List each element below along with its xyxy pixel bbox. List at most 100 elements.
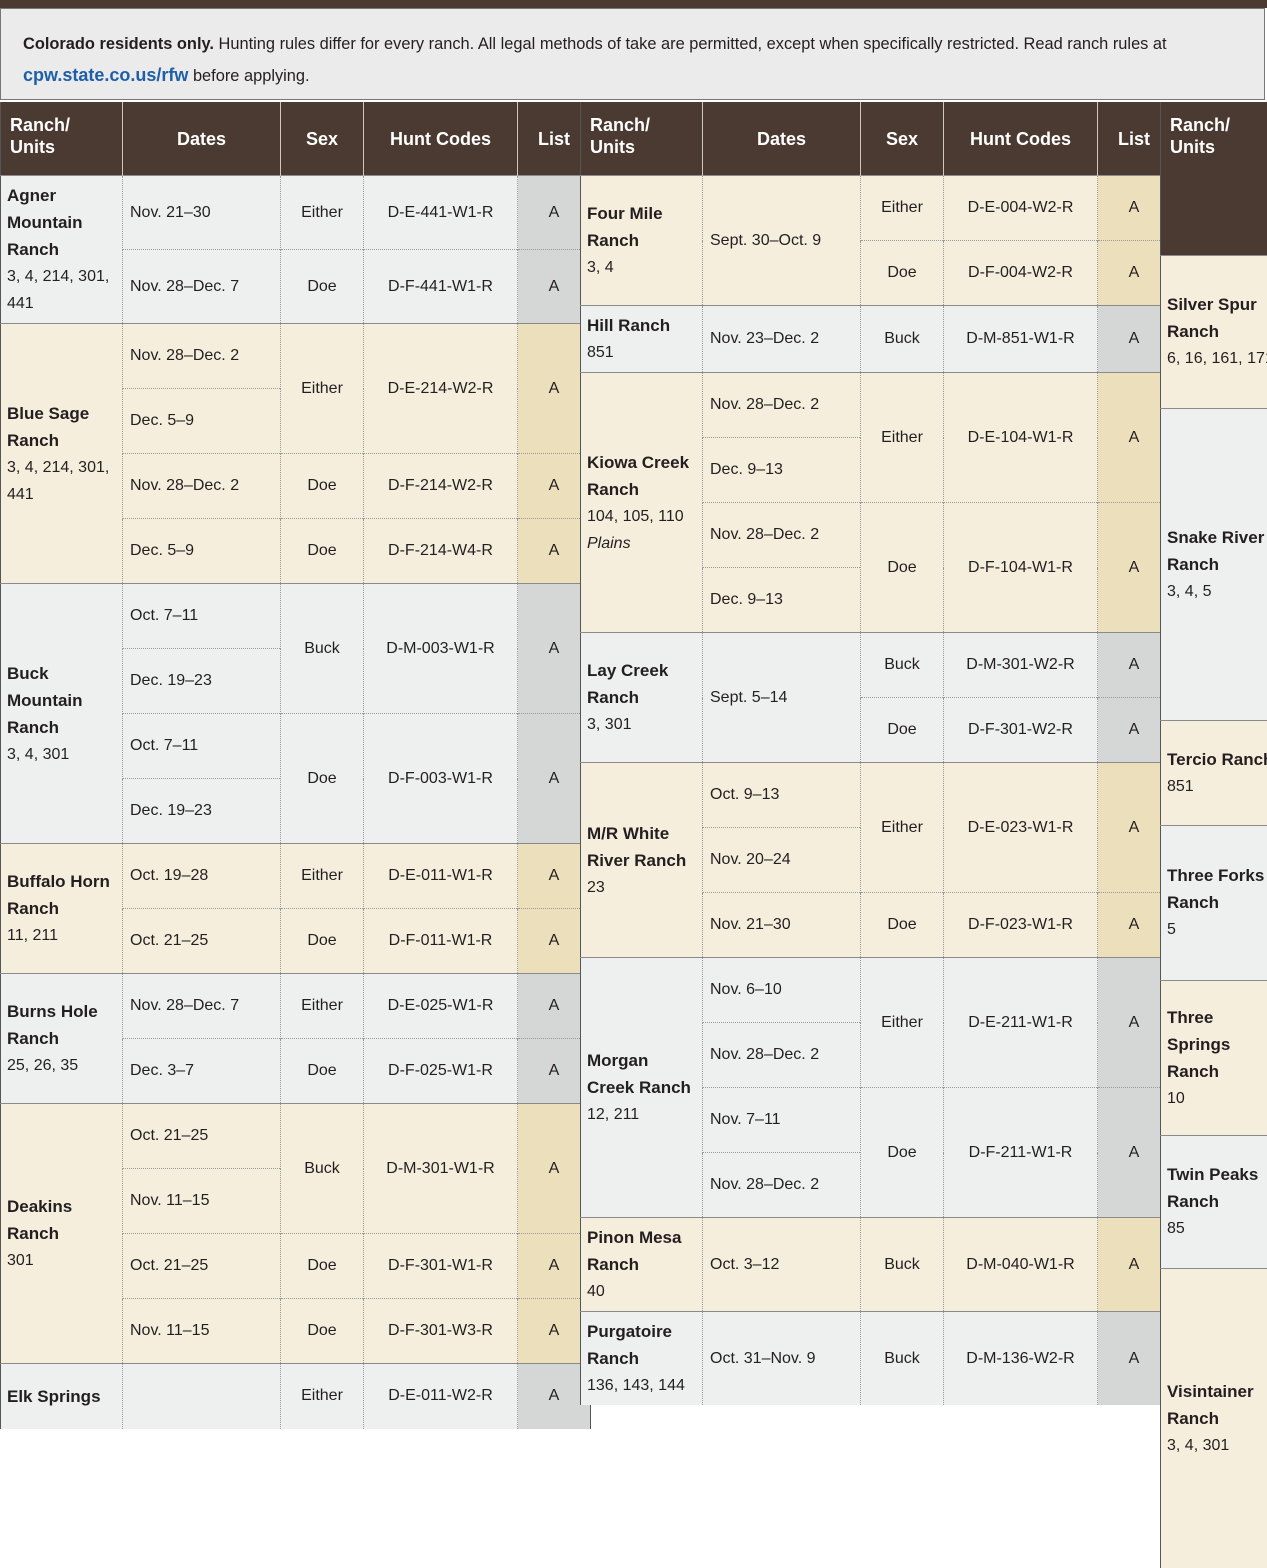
sex-cell: Either [861,373,944,503]
ranch-units: 3, 4 [587,254,697,281]
date-cell: Nov. 21–30 [123,176,281,250]
sex-cell: Buck [281,584,364,714]
ranch-units: 5 [1167,916,1267,943]
hunt-code-cell: D-F-301-W3-R [364,1299,518,1364]
hunt-code-cell: D-F-301-W1-R [364,1234,518,1299]
ranch-units: 851 [587,339,697,366]
sex-cell: Buck [861,1218,944,1312]
hunt-code-cell: D-F-214-W4-R [364,519,518,584]
sex-cell: Doe [281,250,364,324]
hunt-code-cell: D-F-011-W1-R [364,909,518,974]
column-header: Hunt Codes [944,102,1098,176]
column-header: Ranch/ Units [1,102,123,176]
hunt-code-cell: D-F-023-W1-R [944,893,1098,958]
ranch-name: Blue Sage Ranch [7,400,117,454]
date-cell: Nov. 20–24 [703,828,861,893]
sex-cell: Buck [281,1104,364,1234]
hunt-code-cell: D-M-851-W1-R [944,306,1098,373]
ranch-name: Buffalo Horn Ranch [7,868,117,922]
date-cell: Nov. 6–10 [703,958,861,1023]
sex-cell: Doe [281,1299,364,1364]
ranch-name: Elk Springs [7,1383,117,1410]
sex-cell: Either [281,324,364,454]
column-header: Ranch/ Units [581,102,703,176]
ranch-units: 3, 4, 301 [1167,1432,1267,1459]
ranch-units: 10 [1167,1085,1267,1112]
date-cell: Nov. 28–Dec. 2 [123,324,281,389]
sex-cell: Either [281,844,364,909]
sex-cell: Buck [861,1312,944,1406]
ranch-name: Deakins Ranch [7,1193,117,1247]
ranch-cell: Elk Springs [1,1364,123,1429]
hunt-code-cell: D-E-004-W2-R [944,176,1098,241]
date-cell: Nov. 11–15 [123,1169,281,1234]
sex-cell: Either [861,763,944,893]
date-cell: Dec. 9–13 [703,438,861,503]
sex-cell: Doe [861,1088,944,1218]
date-cell: Oct. 31–Nov. 9 [703,1312,861,1406]
ranch-units: 3, 4, 5 [1167,578,1267,605]
header-row: Ranch/ Units [1161,102,1267,255]
column-header: Sex [861,102,944,176]
sex-cell: Doe [861,503,944,633]
ranch-note: Plains [587,530,697,557]
date-cell: Nov. 23–Dec. 2 [703,306,861,373]
ranch-name: Snake River Ranch [1167,524,1267,578]
date-cell: Nov. 28–Dec. 2 [703,1153,861,1218]
sex-cell: Either [281,974,364,1039]
hunt-code-cell: D-E-104-W1-R [944,373,1098,503]
intro-text: Hunting rules differ for every ranch. Al… [219,35,1167,53]
ranch-name: Lay Creek Ranch [587,657,697,711]
date-cell: Sept. 30–Oct. 9 [703,176,861,306]
hunt-code-cell: D-M-301-W1-R [364,1104,518,1234]
intro-tail: before applying. [193,67,310,85]
sex-cell: Doe [281,909,364,974]
sex-cell: Either [281,1364,364,1429]
ranch-name: Burns Hole Ranch [7,998,117,1052]
ranch-units: 301 [7,1247,117,1274]
ranch-name: Agner Mountain Ranch [7,182,117,263]
date-cell: Dec. 9–13 [703,568,861,633]
hunt-code-cell: D-M-040-W1-R [944,1218,1098,1312]
date-cell: Sept. 5–14 [703,633,861,763]
sex-cell: Doe [281,1234,364,1299]
ranch-units: 23 [587,874,697,901]
sex-cell: Doe [281,1039,364,1104]
rules-link[interactable]: cpw.state.co.us/rfw [23,65,188,85]
sex-cell: Doe [281,714,364,844]
ranch-name: Silver Spur Ranch [1167,291,1267,345]
ranch-name: Visintainer Ranch [1167,1378,1267,1432]
title-bar [0,0,1267,8]
hunt-code-cell: D-M-136-W2-R [944,1312,1098,1406]
